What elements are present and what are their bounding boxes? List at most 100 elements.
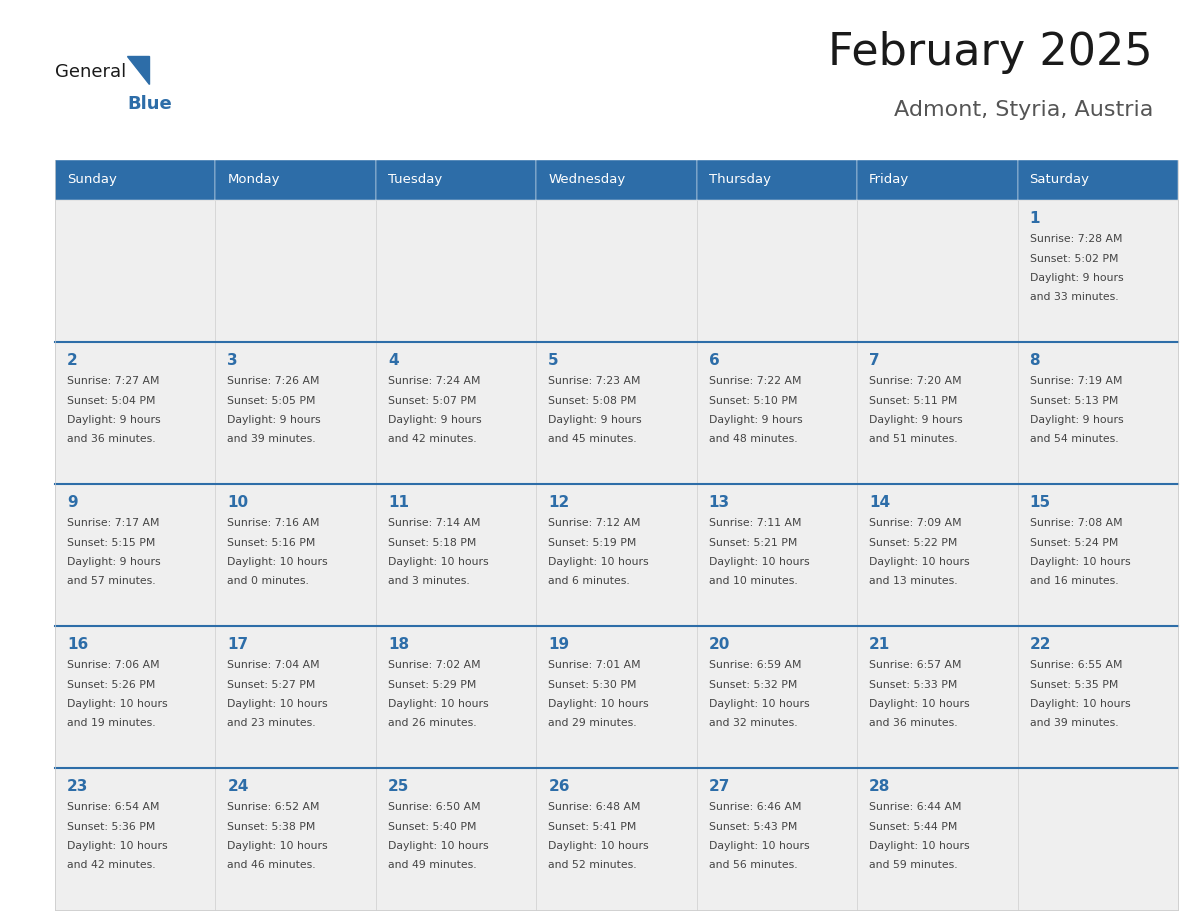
Text: Daylight: 10 hours: Daylight: 10 hours [549, 557, 649, 567]
Text: Sunrise: 7:14 AM: Sunrise: 7:14 AM [387, 518, 480, 528]
Text: Daylight: 10 hours: Daylight: 10 hours [1030, 699, 1130, 709]
Bar [536, 160, 696, 200]
Text: General: General [55, 63, 126, 81]
Text: Sunrise: 7:11 AM: Sunrise: 7:11 AM [709, 518, 801, 528]
Text: Daylight: 10 hours: Daylight: 10 hours [870, 841, 969, 851]
Text: 20: 20 [709, 637, 731, 652]
Text: and 54 minutes.: and 54 minutes. [1030, 434, 1118, 444]
Text: and 33 minutes.: and 33 minutes. [1030, 293, 1118, 303]
Bar [215, 768, 375, 910]
Text: 18: 18 [387, 637, 409, 652]
Text: 3: 3 [227, 353, 238, 368]
Text: Sunset: 5:07 PM: Sunset: 5:07 PM [387, 396, 476, 406]
Bar [1018, 484, 1178, 626]
Text: Sunset: 5:24 PM: Sunset: 5:24 PM [1030, 538, 1118, 547]
Bar [55, 768, 215, 910]
Text: Sunrise: 7:12 AM: Sunrise: 7:12 AM [549, 518, 640, 528]
Text: and 39 minutes.: and 39 minutes. [1030, 719, 1118, 729]
Text: Sunrise: 6:55 AM: Sunrise: 6:55 AM [1030, 660, 1123, 670]
Text: Sunset: 5:40 PM: Sunset: 5:40 PM [387, 822, 476, 832]
Bar [375, 626, 536, 768]
Text: Sunset: 5:33 PM: Sunset: 5:33 PM [870, 679, 958, 689]
Text: 17: 17 [227, 637, 248, 652]
Text: Daylight: 10 hours: Daylight: 10 hours [67, 699, 168, 709]
Text: Admont, Styria, Austria: Admont, Styria, Austria [893, 100, 1154, 120]
Bar [858, 484, 1018, 626]
Text: Sunrise: 6:46 AM: Sunrise: 6:46 AM [709, 802, 801, 812]
Text: Sunset: 5:10 PM: Sunset: 5:10 PM [709, 396, 797, 406]
Text: 25: 25 [387, 779, 409, 794]
Bar [696, 484, 858, 626]
Bar [536, 342, 696, 484]
Text: Sunset: 5:41 PM: Sunset: 5:41 PM [549, 822, 637, 832]
Text: Sunrise: 7:02 AM: Sunrise: 7:02 AM [387, 660, 480, 670]
Bar [1018, 768, 1178, 910]
Text: Sunrise: 7:22 AM: Sunrise: 7:22 AM [709, 376, 801, 386]
Text: and 42 minutes.: and 42 minutes. [387, 434, 476, 444]
Text: Daylight: 10 hours: Daylight: 10 hours [227, 699, 328, 709]
Bar [55, 342, 215, 484]
Text: 27: 27 [709, 779, 731, 794]
Bar [375, 342, 536, 484]
Text: 11: 11 [387, 495, 409, 510]
Text: and 36 minutes.: and 36 minutes. [870, 719, 958, 729]
Text: Saturday: Saturday [1030, 174, 1089, 186]
Text: Sunset: 5:43 PM: Sunset: 5:43 PM [709, 822, 797, 832]
Bar [215, 484, 375, 626]
Text: and 10 minutes.: and 10 minutes. [709, 577, 797, 587]
Text: Daylight: 10 hours: Daylight: 10 hours [709, 699, 809, 709]
Polygon shape [127, 56, 148, 84]
Text: Daylight: 10 hours: Daylight: 10 hours [227, 841, 328, 851]
Text: and 0 minutes.: and 0 minutes. [227, 577, 309, 587]
Text: Monday: Monday [227, 174, 280, 186]
Text: 14: 14 [870, 495, 890, 510]
Bar [536, 768, 696, 910]
Text: Sunset: 5:08 PM: Sunset: 5:08 PM [549, 396, 637, 406]
Text: and 42 minutes.: and 42 minutes. [67, 860, 156, 870]
Text: and 29 minutes.: and 29 minutes. [549, 719, 637, 729]
Bar [858, 768, 1018, 910]
Text: Sunset: 5:11 PM: Sunset: 5:11 PM [870, 396, 958, 406]
Text: Sunrise: 7:24 AM: Sunrise: 7:24 AM [387, 376, 480, 386]
Text: Daylight: 10 hours: Daylight: 10 hours [387, 841, 488, 851]
Text: and 19 minutes.: and 19 minutes. [67, 719, 156, 729]
Bar [215, 160, 375, 200]
Text: Sunset: 5:35 PM: Sunset: 5:35 PM [1030, 679, 1118, 689]
Bar [536, 626, 696, 768]
Text: and 49 minutes.: and 49 minutes. [387, 860, 476, 870]
Text: 7: 7 [870, 353, 880, 368]
Text: Daylight: 10 hours: Daylight: 10 hours [387, 699, 488, 709]
Text: and 3 minutes.: and 3 minutes. [387, 577, 469, 587]
Bar [215, 200, 375, 342]
Text: Daylight: 10 hours: Daylight: 10 hours [67, 841, 168, 851]
Text: Sunrise: 7:08 AM: Sunrise: 7:08 AM [1030, 518, 1123, 528]
Text: Sunset: 5:15 PM: Sunset: 5:15 PM [67, 538, 156, 547]
Text: Sunset: 5:04 PM: Sunset: 5:04 PM [67, 396, 156, 406]
Bar [1018, 626, 1178, 768]
Text: Sunset: 5:27 PM: Sunset: 5:27 PM [227, 679, 316, 689]
Bar [215, 342, 375, 484]
Text: 13: 13 [709, 495, 729, 510]
Bar [55, 200, 215, 342]
Text: Sunset: 5:30 PM: Sunset: 5:30 PM [549, 679, 637, 689]
Text: Sunrise: 6:54 AM: Sunrise: 6:54 AM [67, 802, 159, 812]
Text: Daylight: 10 hours: Daylight: 10 hours [549, 699, 649, 709]
Text: Sunrise: 7:09 AM: Sunrise: 7:09 AM [870, 518, 962, 528]
Text: Sunrise: 7:01 AM: Sunrise: 7:01 AM [549, 660, 640, 670]
Text: Sunrise: 6:50 AM: Sunrise: 6:50 AM [387, 802, 480, 812]
Text: Daylight: 9 hours: Daylight: 9 hours [67, 415, 160, 425]
Text: 6: 6 [709, 353, 720, 368]
Text: 26: 26 [549, 779, 570, 794]
Text: Sunrise: 7:23 AM: Sunrise: 7:23 AM [549, 376, 640, 386]
Text: Daylight: 10 hours: Daylight: 10 hours [870, 557, 969, 567]
Text: Sunrise: 6:59 AM: Sunrise: 6:59 AM [709, 660, 801, 670]
Text: and 45 minutes.: and 45 minutes. [549, 434, 637, 444]
Text: 23: 23 [67, 779, 88, 794]
Text: Daylight: 10 hours: Daylight: 10 hours [227, 557, 328, 567]
Bar [375, 484, 536, 626]
Bar [215, 626, 375, 768]
Text: and 26 minutes.: and 26 minutes. [387, 719, 476, 729]
Text: Sunrise: 7:20 AM: Sunrise: 7:20 AM [870, 376, 962, 386]
Text: and 23 minutes.: and 23 minutes. [227, 719, 316, 729]
Bar [375, 200, 536, 342]
